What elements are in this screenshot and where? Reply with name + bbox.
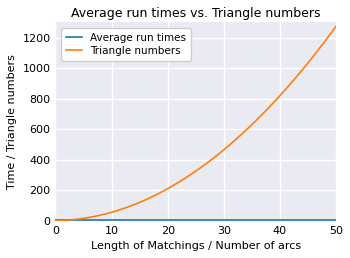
Average run times (115, 219, 119, 222)
Average run times (239, 219, 243, 222)
Average run times (328, 219, 332, 222)
Triangle numbers (54, 219, 58, 222)
Triangle numbers (256, 118, 260, 121)
X-axis label: Length of Matchings / Number of arcs: Length of Matchings / Number of arcs (91, 241, 301, 251)
Average run times (138, 219, 142, 222)
Average run times (54, 219, 58, 222)
Triangle numbers (328, 33, 332, 36)
Legend: Average run times, Triangle numbers: Average run times, Triangle numbers (61, 28, 191, 61)
Line: Triangle numbers: Triangle numbers (56, 26, 336, 221)
Triangle numbers (138, 201, 142, 204)
Average run times (256, 219, 260, 222)
Title: Average run times vs. Triangle numbers: Average run times vs. Triangle numbers (71, 7, 321, 20)
Average run times (334, 219, 338, 222)
Triangle numbers (239, 134, 243, 137)
Triangle numbers (115, 209, 119, 212)
Y-axis label: Time / Triangle numbers: Time / Triangle numbers (7, 54, 17, 189)
Triangle numbers (334, 25, 338, 28)
Triangle numbers (143, 198, 147, 201)
Average run times (143, 219, 147, 222)
